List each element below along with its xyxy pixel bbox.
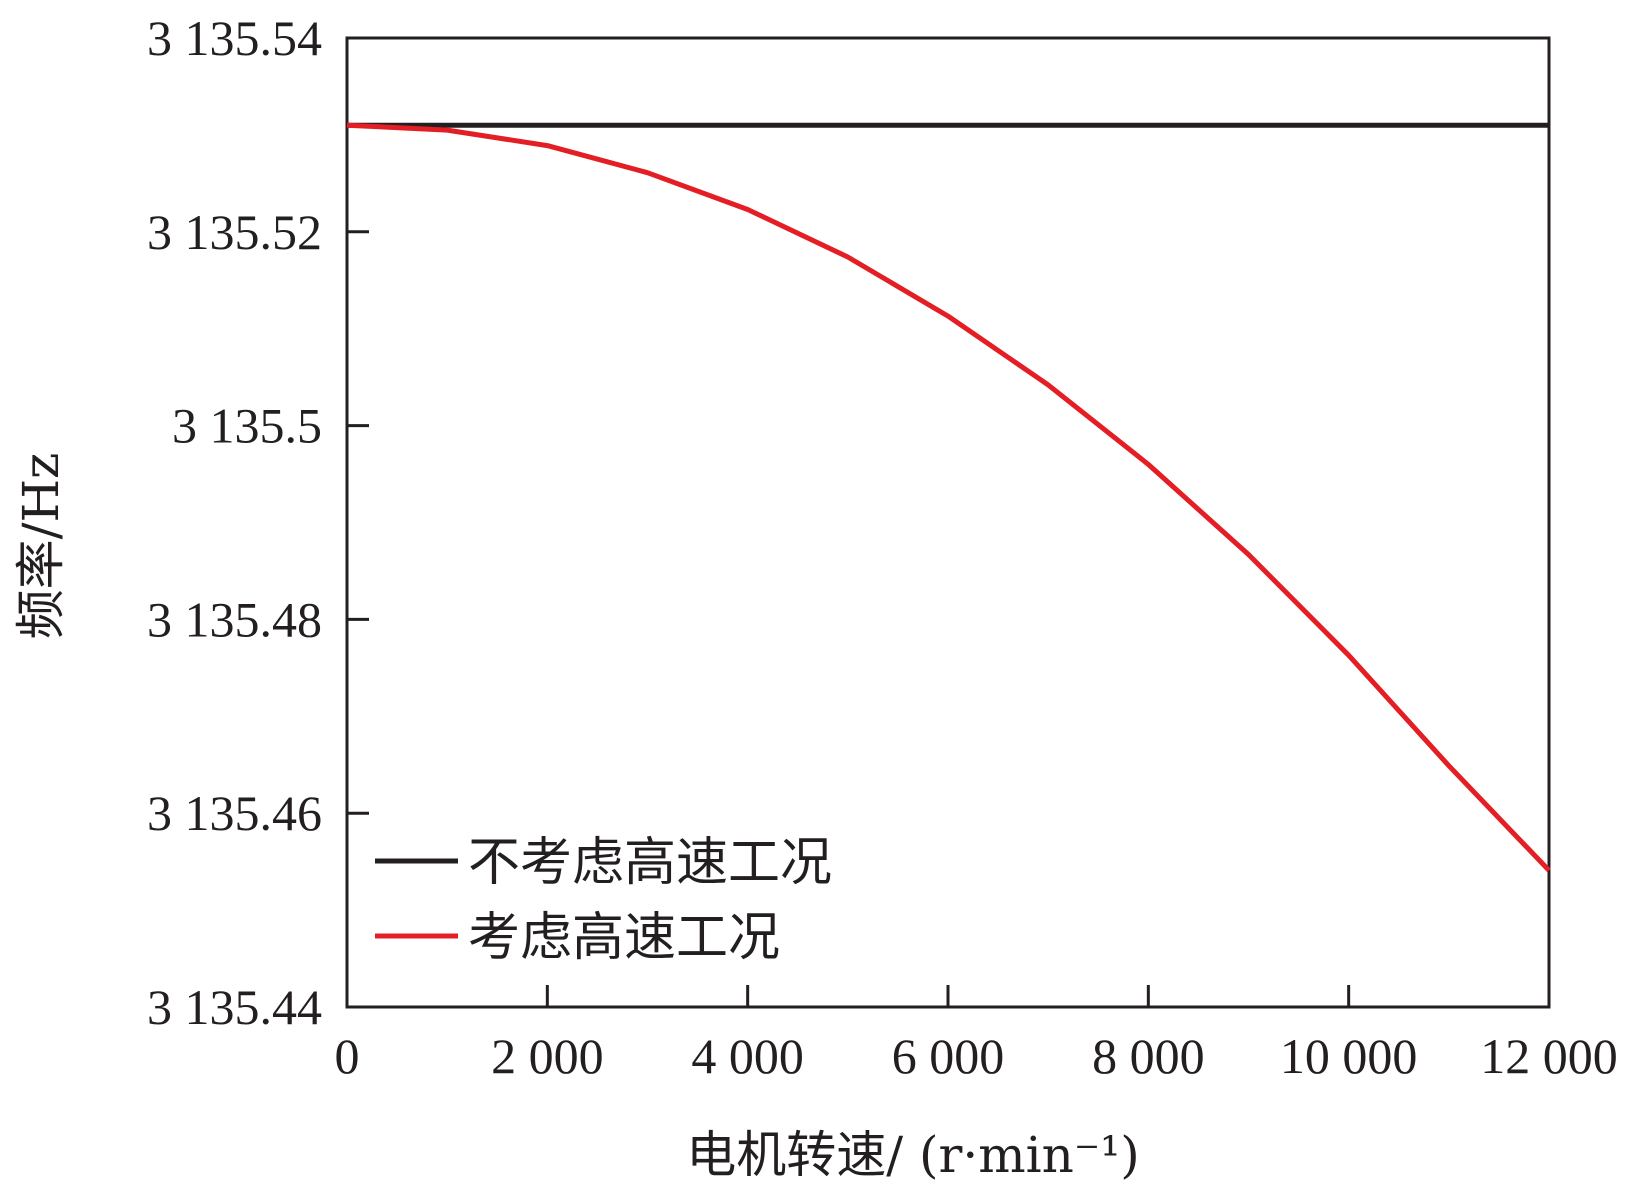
x-tick-label: 8 000 [1092,1028,1205,1084]
y-tick-label: 3 135.44 [147,979,322,1035]
legend-label-series-1: 考虑高速工况 [468,908,780,968]
series-layer [346,122,1551,873]
x-tick-label: 0 [335,1028,360,1084]
legend-label-series-0: 不考虑高速工况 [468,833,832,893]
x-tick-label: 4 000 [691,1028,804,1084]
y-tick-label: 3 135.52 [147,204,322,260]
series-line-1 [346,122,1551,873]
y-axis-title: 频率/Hz [12,453,70,640]
x-tick-label: 6 000 [892,1028,1005,1084]
y-tick-label: 3 135.48 [147,591,322,647]
x-axis-ticks: 0 2 000 4 000 6 000 8 000 10 000 12 000 [335,985,1618,1084]
y-tick-label: 3 135.5 [172,398,322,454]
x-tick-label: 2 000 [491,1028,604,1084]
y-axis-ticks: 3 135.44 3 135.46 3 135.48 3 135.5 3 135.52 3… [147,10,369,1035]
y-tick-label: 3 135.46 [147,785,322,841]
y-tick-label: 3 135.54 [147,10,322,66]
x-axis-title: 电机转速/ (r·min⁻¹) [686,1126,1140,1184]
x-tick-label: 12 000 [1480,1028,1618,1084]
x-tick-label: 10 000 [1280,1028,1418,1084]
legend: 不考虑高速工况 考虑高速工况 [375,833,832,968]
